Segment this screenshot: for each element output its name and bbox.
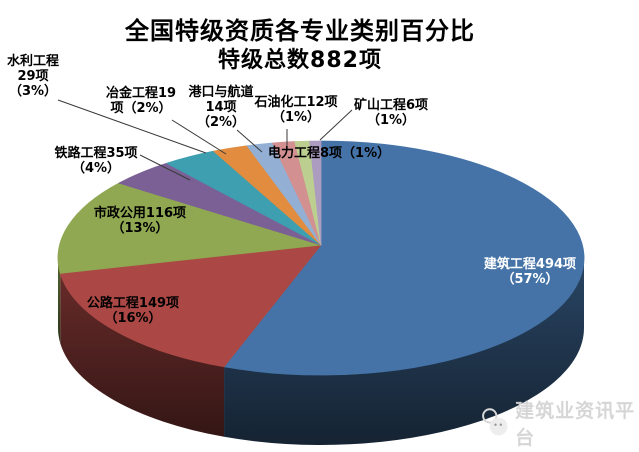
callout-line: （1%）	[271, 110, 321, 125]
pie-slice-highway	[59, 244, 322, 368]
leader-line-water	[57, 99, 207, 154]
callout-line: （13%）	[111, 221, 169, 236]
callout-line: 石油化工12项	[254, 95, 338, 110]
chat-bubbles-icon	[482, 408, 508, 436]
pie-side-construction	[224, 258, 585, 446]
callout-electric-power: 电力工程8项（1%）	[268, 146, 390, 161]
chart-title: 全国特级资质各专业类别百分比	[125, 17, 475, 45]
leader-line-railway	[139, 154, 191, 181]
callout-line: 14项	[205, 100, 237, 115]
watermark: 建筑业资讯平台	[480, 396, 639, 450]
callout-line: 建筑工程494项	[483, 257, 577, 272]
callout-line: 港口与航道	[188, 85, 254, 100]
callout-line: 市政公用116项	[93, 206, 187, 221]
leader-line-mining	[319, 109, 353, 141]
callout-line: （3%）	[8, 84, 58, 99]
callout-metallurgy: 冶金工程19 项（2%）	[105, 86, 177, 116]
callout-line: 电力工程8项（1%）	[268, 146, 391, 161]
callout-petrochemical: 石油化工12项 （1%）	[244, 95, 348, 125]
watermark-text: 建筑业资讯平台	[515, 400, 636, 449]
callout-port-waterway: 港口与航道 14项 （2%）	[183, 85, 259, 130]
callout-mining: 矿山工程6项 （1%）	[345, 98, 437, 128]
callout-line: 矿山工程6项	[353, 98, 429, 113]
callout-line: （57%）	[501, 272, 559, 287]
callout-construction: 建筑工程494项 （57%）	[460, 257, 600, 287]
leader-line-port-waterway	[236, 129, 263, 153]
bubble-small-icon	[482, 408, 498, 424]
bubble-eye-icon	[499, 423, 503, 427]
callout-line: 冶金工程19	[105, 86, 177, 101]
callout-line: 铁路工程35项	[54, 146, 138, 161]
callout-line: （1%）	[366, 113, 416, 128]
callout-line: （16%）	[104, 311, 162, 326]
bubble-eye-icon	[494, 423, 497, 427]
pie-slice-municipal	[57, 182, 322, 274]
callout-line: 项（2%）	[110, 101, 172, 116]
pie-side-highway	[60, 273, 225, 437]
callout-line: （2%）	[196, 115, 246, 130]
chart-title-block: 全国特级资质各专业类别百分比 特级总数882项	[0, 17, 600, 75]
pie-slice-construction	[223, 140, 585, 376]
callout-municipal: 市政公用116项 （13%）	[70, 206, 210, 236]
callout-railway: 铁路工程35项 （4%）	[26, 146, 166, 176]
callout-line: 29项	[17, 69, 49, 84]
leader-line-metallurgy	[171, 119, 227, 155]
callout-line: （4%）	[71, 161, 121, 176]
bubble-large-icon	[489, 417, 508, 436]
callout-line: 水利工程	[6, 54, 59, 69]
callout-water: 水利工程 29项 （3%）	[0, 54, 66, 99]
pie-slice-mining	[309, 140, 322, 246]
pie-side-municipal	[58, 258, 61, 344]
callout-highway: 公路工程149项 （16%）	[63, 296, 203, 326]
callout-line: 公路工程149项	[86, 296, 180, 311]
chart-subtitle: 特级总数882项	[218, 48, 382, 73]
